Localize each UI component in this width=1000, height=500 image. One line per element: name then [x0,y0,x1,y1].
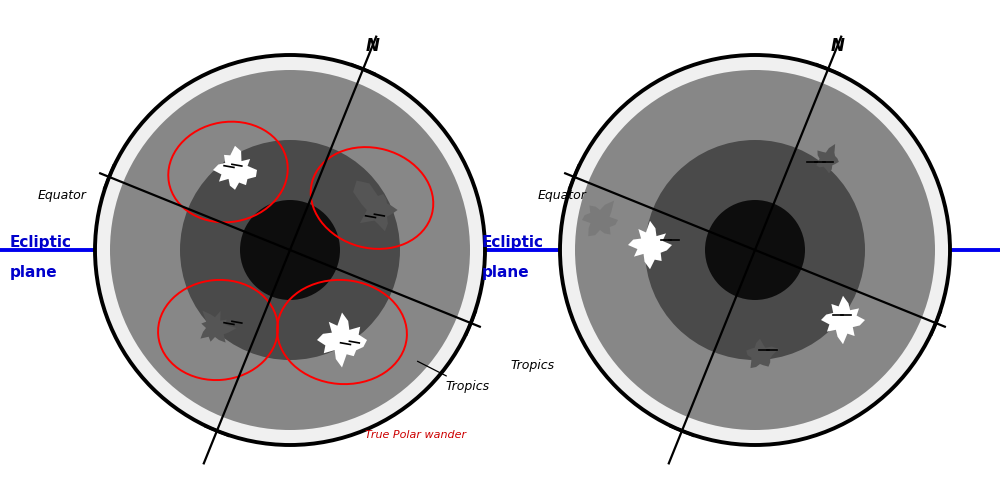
Circle shape [240,200,340,300]
Circle shape [705,200,805,300]
Text: plane: plane [10,264,58,280]
Text: Equator: Equator [38,188,87,202]
Text: plane: plane [482,264,530,280]
Polygon shape [353,180,398,232]
Circle shape [110,70,470,430]
Text: N: N [830,37,844,55]
Polygon shape [821,296,865,344]
Text: Equator: Equator [538,188,587,202]
Text: Ecliptic: Ecliptic [482,234,544,250]
Polygon shape [628,221,672,269]
Circle shape [575,70,935,430]
Polygon shape [200,310,237,342]
Text: Ecliptic: Ecliptic [10,234,72,250]
Text: True Polar wander: True Polar wander [365,430,466,440]
Circle shape [180,140,400,360]
Circle shape [95,55,485,445]
Polygon shape [317,312,367,368]
Text: Tropics: Tropics [510,358,554,372]
Text: Tropics: Tropics [417,362,489,393]
Polygon shape [746,339,779,368]
Polygon shape [816,144,839,174]
Polygon shape [582,200,618,236]
Circle shape [645,140,865,360]
Polygon shape [213,146,257,190]
Text: N: N [365,37,379,55]
Circle shape [560,55,950,445]
